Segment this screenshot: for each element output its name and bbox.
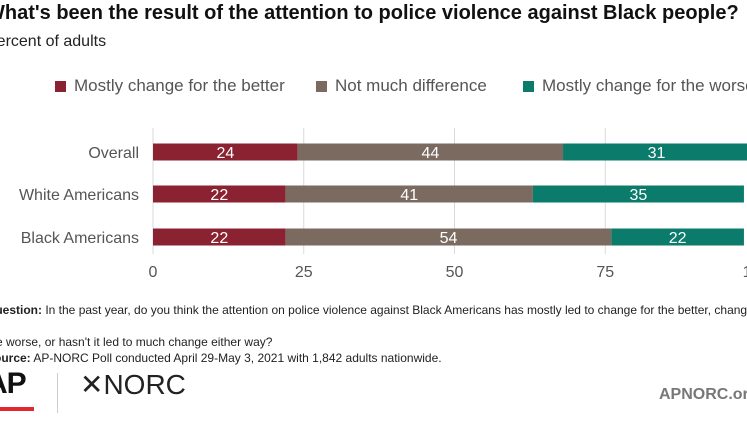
question-text-line1: In the past year, do you think the atten… [0,303,747,333]
footer-divider [57,373,58,413]
source-text: AP-NORC Poll conducted April 29-May 3, 2… [30,351,442,365]
chart-legend: Mostly change for the better Not much di… [55,76,747,98]
bar-value-label: 22 [210,230,228,247]
bar-segment [153,143,298,161]
bar-segment [285,185,533,203]
bar-value-label: 54 [440,230,458,247]
stacked-bar-chart: 0 25 50 75 100 Overall 24 44 31 White Americans 22… [19,128,747,281]
bar-segment [153,228,286,246]
norc-logo: ✕NORC [80,369,186,400]
bar-value-label: 31 [648,145,666,162]
legend-item-better: Mostly change for the better [55,76,285,96]
legend-swatch-worse [523,80,534,92]
question-text-line2: the worse, or hasn't it led to much chan… [0,335,273,349]
source-note: Source: AP-NORC Poll conducted April 29-… [0,350,747,366]
chart-title: What's been the result of the attention … [0,2,739,24]
ap-logo: AP [0,367,27,400]
bar-segment [297,143,564,161]
bar-segment [563,143,747,161]
bar-segment [611,228,744,246]
legend-swatch-better [55,80,66,92]
x-tick-label-100: 100 [743,264,747,281]
bar-value-label: 22 [669,230,687,247]
source-label: Source: [0,351,31,365]
x-tick-label-25: 25 [295,264,313,281]
bar-value-label: 44 [421,145,439,162]
legend-item-worse: Mostly change for the worse [523,76,747,96]
question-label: Question: [0,303,42,317]
category-label: Overall [88,145,139,162]
bar-segment [153,185,286,203]
legend-swatch-no-difference [316,80,327,92]
bar-segment [285,228,612,246]
site-link: APNORC.org [659,386,747,403]
legend-label-no-difference: Not much difference [335,76,487,95]
bar-value-label: 24 [216,145,234,162]
legend-item-no-difference: Not much difference [316,76,487,96]
category-label: Black Americans [21,230,139,247]
x-tick-label-75: 75 [596,264,614,281]
bar-segment [532,185,744,203]
x-tick-label-0: 0 [149,264,158,281]
bar-value-label: 41 [400,187,418,204]
ap-logo-underline [0,407,34,411]
legend-label-better: Mostly change for the better [74,76,285,95]
chart-notes: Question: In the past year, do you think… [0,302,747,366]
legend-label-worse: Mostly change for the worse [542,76,747,95]
bar-value-label: 35 [630,187,648,204]
bar-value-label: 22 [210,187,228,204]
x-tick-label-50: 50 [446,264,464,281]
question-note: Question: In the past year, do you think… [0,302,747,334]
category-label: White Americans [19,187,139,204]
chart-subtitle: Percent of adults [0,33,107,50]
